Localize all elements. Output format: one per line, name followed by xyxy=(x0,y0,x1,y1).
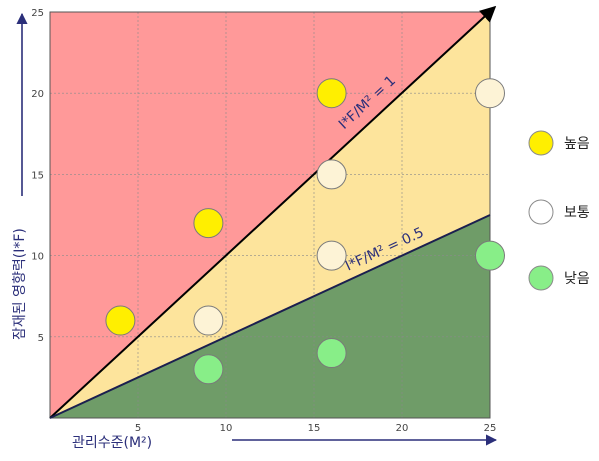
data-point-medium xyxy=(193,305,224,336)
boundary-line-medium xyxy=(49,214,491,419)
x-tick-label: 20 xyxy=(396,423,409,434)
data-point-low xyxy=(193,354,224,385)
y-tick-label: 5 xyxy=(38,333,44,344)
data-point-low xyxy=(475,240,505,271)
y-tick-label: 15 xyxy=(31,170,44,181)
data-point-high xyxy=(316,78,347,109)
legend-label-high: 높음 xyxy=(564,136,590,152)
legend-swatch-medium xyxy=(528,199,554,225)
grid-lines xyxy=(49,11,491,419)
legend-label-low: 낮음 xyxy=(564,271,590,287)
y-tick-label: 10 xyxy=(31,252,44,263)
y-tick-label: 20 xyxy=(31,89,44,100)
x-tick-label: 15 xyxy=(308,423,321,434)
legend-label-medium: 보통 xyxy=(564,205,590,221)
legend-item-high: 높음 xyxy=(528,130,590,156)
x-tick-label: 25 xyxy=(484,423,497,434)
legend: 높음 보통 낮음 xyxy=(528,130,590,291)
data-points xyxy=(105,78,505,385)
data-point-medium xyxy=(475,78,505,109)
axis-ticks: 5 10 15 20 25 5 10 15 20 25 xyxy=(31,8,496,434)
y-tick-label: 25 xyxy=(31,8,44,19)
x-axis-title: 관리수준(M²) xyxy=(72,435,152,451)
data-point-high xyxy=(105,305,136,336)
boundary-lines xyxy=(49,5,497,419)
legend-swatch-high xyxy=(528,130,554,156)
legend-swatch-low xyxy=(528,265,554,291)
legend-item-low: 낮음 xyxy=(528,265,590,291)
y-axis-title: 잠재된 영향력(I*F) xyxy=(12,228,28,340)
data-point-medium xyxy=(316,159,347,190)
boundary-line-high xyxy=(49,5,497,419)
data-point-high xyxy=(193,208,224,239)
x-tick-label: 10 xyxy=(220,423,233,434)
legend-item-medium: 보통 xyxy=(528,199,590,225)
data-point-low xyxy=(316,338,347,369)
data-point-medium xyxy=(316,240,347,271)
x-tick-label: 5 xyxy=(135,423,141,434)
